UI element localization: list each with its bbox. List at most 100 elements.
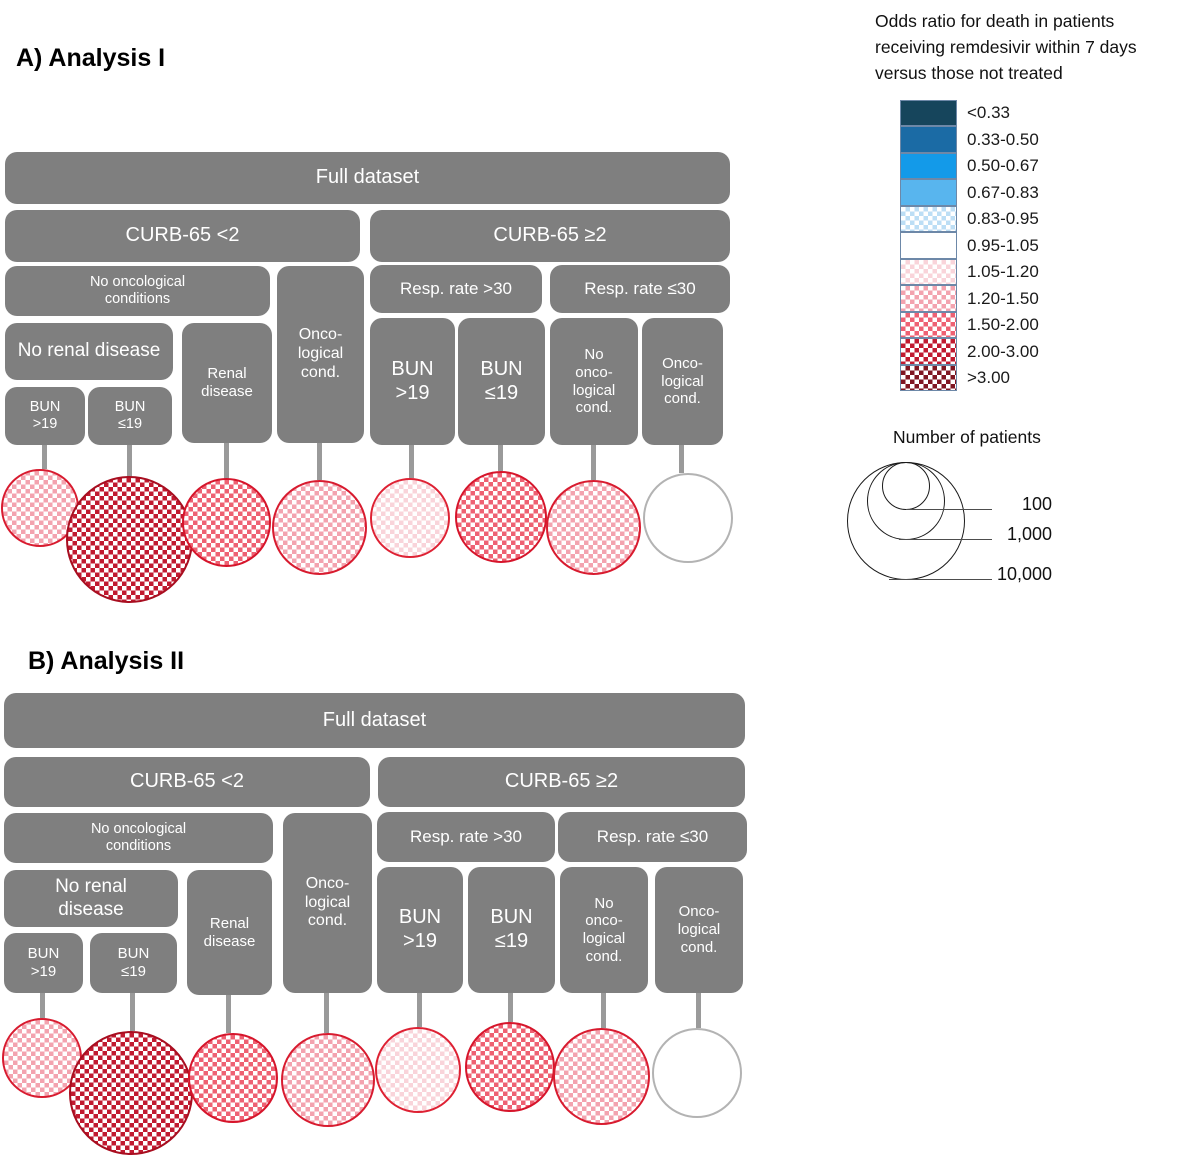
or-scale-label: 1.50-2.00 [967,315,1039,335]
or-circle-a-oncological-right [643,473,733,563]
node-a-bun-le19-left: BUN ≤19 [88,387,172,445]
or-scale-row: 0.67-0.83 [900,179,1039,207]
node-a-curb-lt2: CURB-65 <2 [5,210,360,262]
node-a-oncological-left: Onco- logical cond. [277,266,364,443]
node-b-bun-le19-left: BUN ≤19 [90,933,177,993]
connector-line [40,993,45,1018]
node-b-curb-ge2: CURB-65 ≥2 [378,757,745,807]
node-b-renal: Renal disease [187,870,272,995]
node-a-renal: Renal disease [182,323,272,443]
or-swatch [900,338,957,365]
or-scale-label: 0.50-0.67 [967,156,1039,176]
or-scale-label: 1.05-1.20 [967,262,1039,282]
node-b-resp-gt30: Resp. rate >30 [377,812,555,862]
panel-b-title: B) Analysis II [28,647,185,675]
connector-line [591,445,596,480]
connector-line [508,993,513,1022]
or-swatch [900,285,957,312]
node-b-full-dataset: Full dataset [4,693,745,748]
node-a-full-dataset: Full dataset [5,152,730,204]
connector-line [601,993,606,1028]
panel-a-title: A) Analysis I [16,44,166,72]
or-circle-a-bun-le19-right [455,471,547,563]
or-legend-title: Odds ratio for death in patients receivi… [875,11,1137,83]
or-swatch [900,99,957,126]
size-legend-title: Number of patients [893,427,1041,447]
connector-line [696,993,701,1028]
connector-line [224,443,229,479]
or-scale-row: 0.95-1.05 [900,232,1039,260]
or-swatch [900,311,957,338]
size-legend-label-1000: 1,000 [1006,524,1052,544]
or-circle-b-oncological-right [652,1028,742,1118]
or-color-scale: <0.33 0.33-0.50 0.50-0.67 0.67-0.83 0.83… [900,99,1039,392]
connector-line [417,993,422,1027]
node-b-bun-le19-right: BUN ≤19 [468,867,555,993]
node-a-no-oncological-right: No onco- logical cond. [550,318,638,445]
or-circle-a-bun-gt19-left [1,469,79,547]
size-legend-leader-line [889,579,992,580]
size-legend-circle-100 [882,462,930,510]
or-swatch [900,179,957,206]
or-scale-label: <0.33 [967,103,1011,123]
node-a-bun-le19-right: BUN ≤19 [458,318,545,445]
node-a-bun-gt19-right: BUN >19 [370,318,455,445]
or-scale-row: 1.50-2.00 [900,311,1039,339]
size-legend-label-100: 100 [1021,494,1052,514]
node-a-bun-gt19-left: BUN >19 [5,387,85,445]
node-b-bun-gt19-left: BUN >19 [4,933,83,993]
or-swatch [900,232,957,259]
connector-line [42,445,47,469]
connector-line [226,995,231,1033]
or-circle-b-no-oncological-right [553,1028,650,1125]
or-swatch [900,364,957,391]
or-scale-row: 0.33-0.50 [900,126,1039,154]
size-legend-leader-line [899,539,992,540]
node-a-resp-le30: Resp. rate ≤30 [550,265,730,313]
or-circle-b-bun-le19-right [465,1022,555,1112]
or-scale-label: 0.95-1.05 [967,235,1039,255]
connector-line [324,993,329,1033]
or-circle-a-oncological-left [272,480,367,575]
connector-line [130,993,135,1031]
or-circle-b-renal [188,1033,278,1123]
or-scale-label: 0.67-0.83 [967,182,1039,202]
node-b-curb-lt2: CURB-65 <2 [4,757,370,807]
or-scale-row: 1.20-1.50 [900,285,1039,313]
or-circle-b-bun-le19-left [69,1031,193,1155]
or-scale-row: >3.00 [900,364,1039,392]
or-circle-a-bun-le19-left [66,476,193,603]
or-swatch [900,126,957,153]
connector-line [409,445,414,478]
node-b-no-oncological: No oncological conditions [4,813,273,863]
size-legend-leader-line [906,509,992,510]
or-scale-row: 0.83-0.95 [900,205,1039,233]
node-a-no-renal: No renal disease [5,323,173,380]
node-b-oncological-left: Onco- logical cond. [283,813,372,993]
or-circle-b-bun-gt19-right [375,1027,461,1113]
node-a-resp-gt30: Resp. rate >30 [370,265,542,313]
node-a-no-oncological: No oncological conditions [5,266,270,316]
or-swatch [900,258,957,285]
or-scale-row: <0.33 [900,99,1039,127]
connector-line [127,445,132,477]
or-scale-row: 1.05-1.20 [900,258,1039,286]
or-scale-label: 1.20-1.50 [967,288,1039,308]
or-swatch [900,152,957,179]
or-circle-a-no-oncological-right [546,480,641,575]
connector-line [679,445,684,473]
or-circle-b-oncological-left [281,1033,375,1127]
node-a-oncological-right: Onco- logical cond. [642,318,723,445]
or-scale-label: >3.00 [967,368,1011,388]
node-b-no-renal: No renal disease [4,870,178,927]
or-scale-label: 0.33-0.50 [967,129,1039,149]
or-swatch [900,205,957,232]
or-scale-row: 2.00-3.00 [900,338,1039,366]
or-circle-a-renal [182,478,271,567]
or-scale-label: 0.83-0.95 [967,209,1039,229]
node-b-resp-le30: Resp. rate ≤30 [558,812,747,862]
node-b-bun-gt19-right: BUN >19 [377,867,463,993]
node-b-oncological-right: Onco- logical cond. [655,867,743,993]
size-legend-label-10000: 10,000 [996,564,1052,584]
